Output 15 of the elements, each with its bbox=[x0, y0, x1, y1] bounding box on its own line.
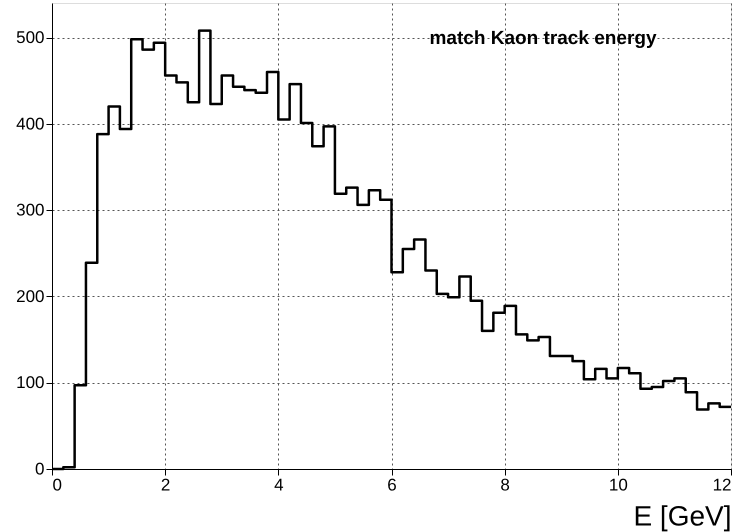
x-tick-label: 4 bbox=[274, 476, 284, 494]
y-tick-label: 500 bbox=[16, 28, 44, 48]
x-tick-label: 8 bbox=[500, 476, 510, 494]
x-tick-label: 2 bbox=[160, 476, 170, 494]
y-tick-label: 400 bbox=[16, 114, 44, 134]
x-tick-label: 10 bbox=[608, 476, 628, 494]
text: match Kaon track energy bbox=[429, 28, 657, 49]
x-axis-title: E [GeV] bbox=[633, 500, 732, 532]
y-tick-label: 300 bbox=[16, 200, 44, 220]
x-tick-label: 6 bbox=[387, 476, 397, 494]
x-tick-label: 0 bbox=[52, 476, 62, 494]
x-tick-label: 12 bbox=[712, 476, 732, 494]
y-tick-label: 200 bbox=[16, 286, 44, 306]
y-tick-label: 100 bbox=[16, 373, 44, 392]
y-tick-label: 0 bbox=[35, 460, 44, 478]
